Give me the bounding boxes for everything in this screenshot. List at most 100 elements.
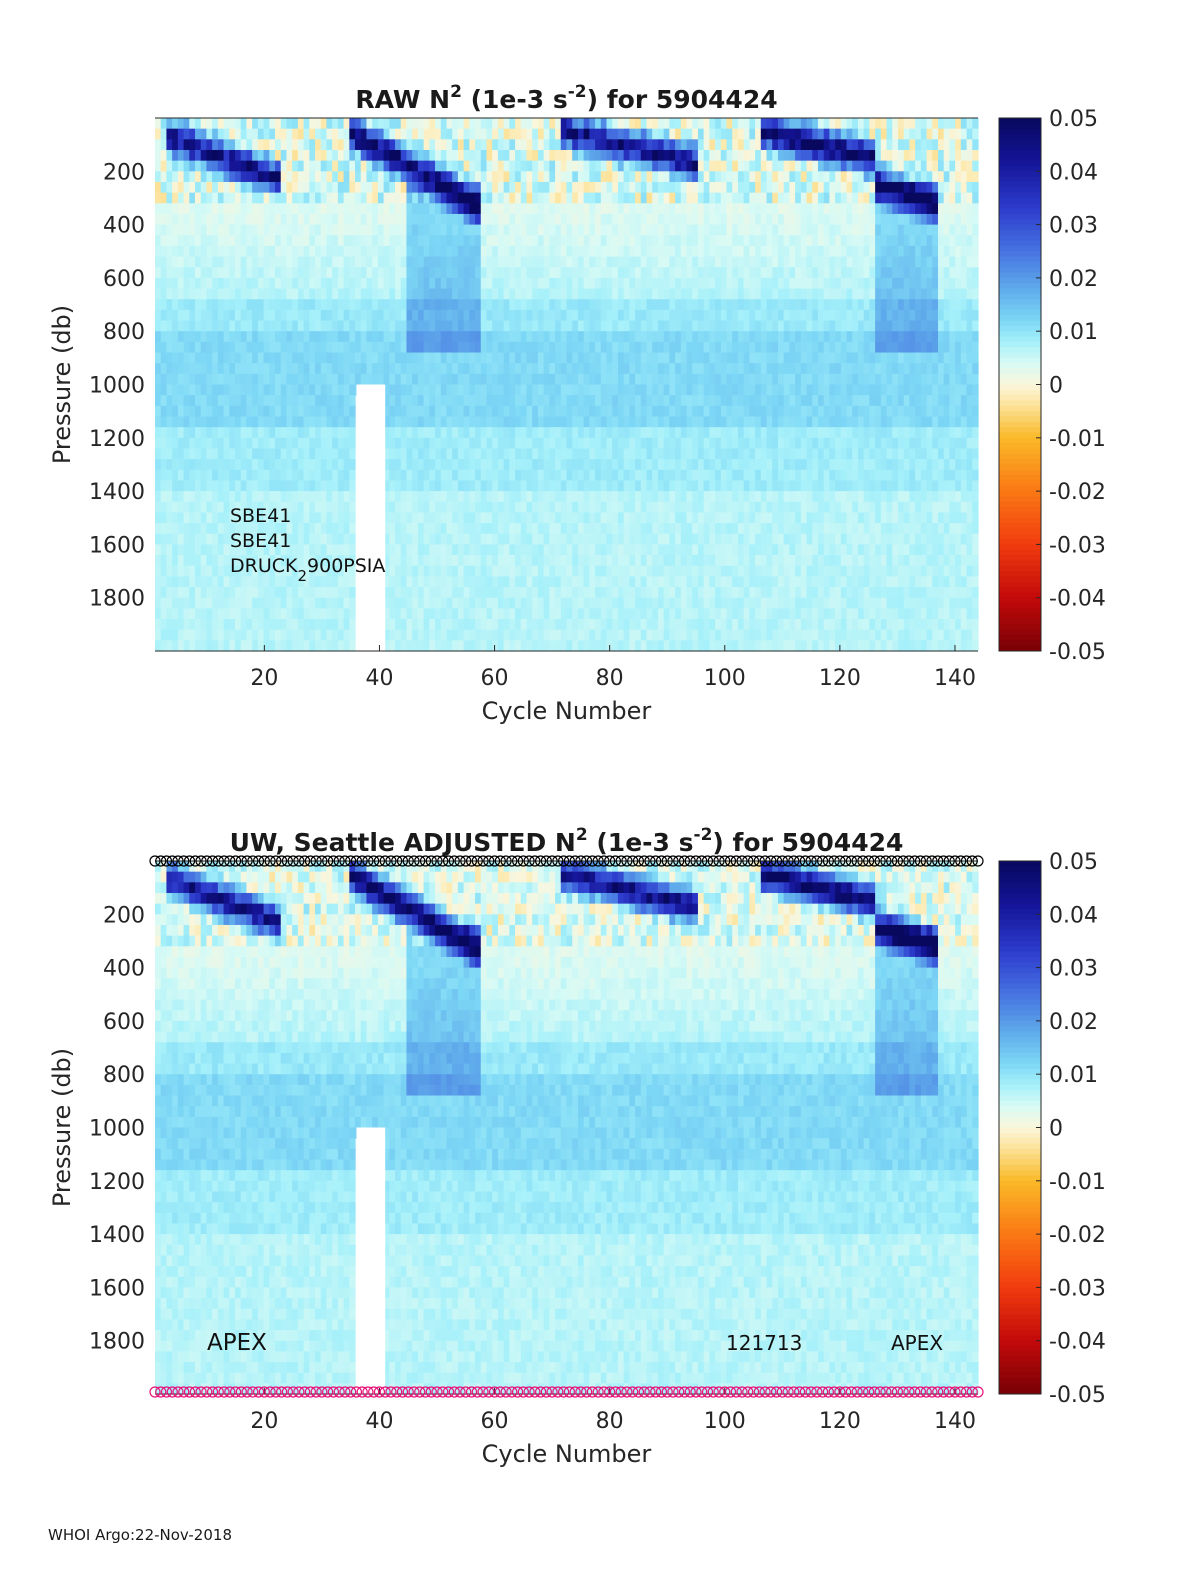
heatmap-cell — [160, 213, 168, 226]
heatmap-cell — [520, 277, 528, 290]
heatmap-cell — [423, 320, 430, 332]
heatmap-cell — [566, 352, 573, 364]
heatmap-cell — [675, 352, 682, 364]
heatmap-cell — [635, 373, 642, 386]
heatmap-cell — [589, 384, 596, 396]
heatmap-cell — [429, 395, 436, 407]
heatmap-cell — [583, 373, 590, 386]
heatmap-cell — [160, 352, 168, 364]
heatmap-cell — [223, 181, 230, 194]
heatmap-cell — [572, 512, 579, 524]
heatmap-cell — [275, 416, 282, 428]
heatmap-cell — [446, 491, 453, 503]
heatmap-cell — [617, 597, 625, 609]
heatmap-cell — [566, 597, 573, 609]
heatmap-cell — [520, 448, 528, 460]
heatmap-cell — [726, 331, 733, 343]
heatmap-cell — [583, 160, 590, 172]
heatmap-cell — [526, 629, 533, 641]
heatmap-cell — [469, 288, 476, 300]
heatmap-cell — [463, 256, 470, 268]
heatmap-cell — [469, 480, 476, 492]
heatmap-cell — [435, 405, 442, 418]
heatmap-cell — [320, 320, 328, 332]
heatmap-cell — [383, 118, 390, 130]
heatmap-cell — [732, 405, 739, 418]
heatmap-cell — [280, 448, 288, 460]
heatmap-cell — [549, 331, 556, 343]
heatmap-cell — [737, 288, 745, 300]
heatmap-cell — [675, 160, 682, 172]
heatmap-cell — [515, 352, 522, 364]
heatmap-cell — [315, 480, 322, 492]
heatmap-cell — [486, 213, 493, 226]
heatmap-cell — [435, 331, 442, 343]
heatmap-cell — [320, 341, 328, 354]
heatmap-cell — [166, 373, 173, 386]
heatmap-cell — [715, 235, 722, 247]
heatmap-cell — [372, 299, 379, 311]
heatmap-cell — [583, 267, 590, 279]
heatmap-cell — [480, 437, 488, 450]
heatmap-cell — [726, 480, 733, 492]
heatmap-cell — [463, 523, 470, 535]
heatmap-cell — [726, 629, 733, 641]
heatmap-cell — [417, 235, 425, 247]
heatmap-cell — [195, 619, 202, 631]
heatmap-cell — [583, 597, 590, 609]
heatmap-cell — [617, 213, 625, 226]
heatmap-cell — [486, 373, 493, 386]
heatmap-cell — [583, 299, 590, 311]
heatmap-cell — [435, 320, 442, 332]
heatmap-cell — [640, 235, 648, 247]
heatmap-cell — [709, 171, 716, 183]
heatmap-cell — [252, 288, 259, 300]
heatmap-cell — [412, 619, 419, 631]
heatmap-cell — [423, 192, 430, 204]
heatmap-cell — [246, 192, 253, 204]
heatmap-cell — [657, 448, 665, 460]
heatmap-cell — [669, 395, 676, 407]
heatmap-cell — [263, 320, 270, 332]
heatmap-cell — [395, 576, 402, 588]
heatmap-cell — [292, 256, 299, 268]
heatmap-cell — [589, 523, 596, 535]
heatmap-cell — [635, 128, 642, 140]
heatmap-cell — [692, 160, 699, 172]
heatmap-cell — [252, 363, 259, 375]
heatmap-cell — [195, 118, 202, 130]
heatmap-cell — [549, 437, 556, 450]
heatmap-cell — [423, 480, 430, 492]
heatmap-cell — [303, 565, 310, 577]
heatmap-cell — [709, 267, 716, 279]
heatmap-cell — [217, 640, 225, 652]
heatmap-cell — [195, 203, 202, 215]
heatmap-cell — [709, 245, 716, 258]
heatmap-cell — [663, 118, 670, 130]
heatmap-cell — [589, 160, 596, 172]
heatmap-cell — [275, 341, 282, 354]
heatmap-cell — [600, 448, 608, 460]
heatmap-cell — [263, 395, 270, 407]
heatmap-cell — [440, 181, 448, 194]
heatmap-cell — [515, 192, 522, 204]
heatmap-cell — [555, 235, 562, 247]
heatmap-cell — [515, 629, 522, 641]
heatmap-cell — [440, 139, 448, 151]
heatmap-cell — [257, 576, 265, 588]
heatmap-cell — [532, 118, 539, 130]
heatmap-cell — [343, 128, 350, 140]
heatmap-cell — [257, 384, 265, 396]
heatmap-cell — [275, 501, 282, 514]
heatmap-cell — [640, 363, 648, 375]
heatmap-cell — [229, 235, 236, 247]
heatmap-cell — [486, 256, 493, 268]
heatmap-cell — [486, 395, 493, 407]
heatmap-cell — [452, 149, 459, 162]
heatmap-cell — [395, 363, 402, 375]
heatmap-cell — [475, 373, 482, 386]
heatmap-cell — [646, 437, 653, 450]
heatmap-cell — [697, 331, 705, 343]
heatmap-cell — [200, 427, 208, 439]
heatmap-cell — [155, 192, 162, 204]
